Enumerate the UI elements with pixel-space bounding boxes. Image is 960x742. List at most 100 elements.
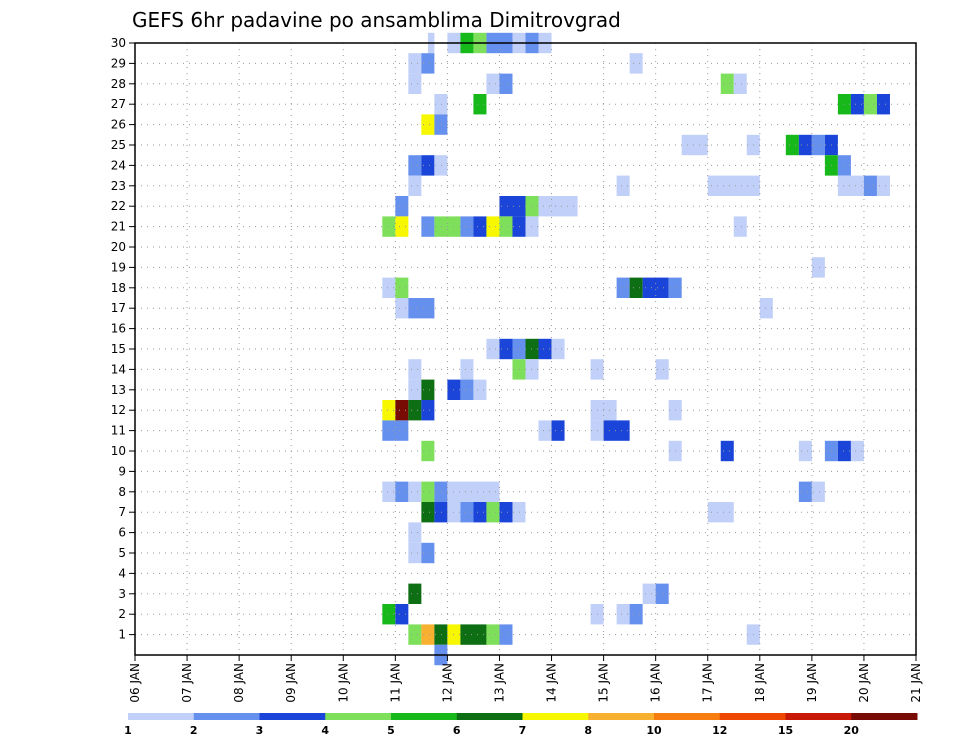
x-tick-label: 14 JAN (545, 663, 559, 703)
x-tick-label: 15 JAN (597, 663, 611, 703)
y-tick-label: 30 (111, 36, 126, 50)
legend-swatch (259, 713, 326, 720)
x-tick-label: 12 JAN (440, 663, 454, 703)
legend-label: 3 (256, 724, 264, 737)
precip-cell (434, 155, 448, 176)
precip-cell (707, 175, 760, 196)
x-tick-label: 10 JAN (336, 663, 350, 703)
precip-cell (512, 216, 526, 237)
precip-cell (421, 440, 435, 462)
y-tick-label: 4 (118, 566, 126, 580)
precip-cell (785, 134, 799, 156)
precip-cell (408, 481, 422, 502)
chart-title: GEFS 6hr padavine po ansamblima Dimitrov… (132, 8, 621, 32)
precip-cell (473, 216, 487, 237)
precip-cell (733, 73, 747, 94)
y-tick-label: 2 (118, 607, 126, 621)
precip-cell (408, 155, 422, 176)
y-tick-label: 17 (111, 301, 126, 315)
precip-cell (473, 379, 487, 400)
legend-swatch (851, 713, 918, 720)
precip-cell (382, 420, 409, 441)
legend-swatch (522, 713, 589, 720)
y-tick-label: 16 (111, 322, 126, 336)
precip-cell (538, 420, 552, 441)
y-tick-label: 18 (111, 281, 126, 295)
precip-cell (707, 502, 734, 523)
precip-cell (421, 155, 435, 176)
legend-swatch (128, 713, 195, 720)
precip-cell (551, 420, 565, 441)
precip-cell (512, 502, 526, 523)
precip-cell (382, 604, 396, 625)
precip-cell (759, 298, 773, 319)
legend-swatch (391, 713, 458, 720)
precip-cell (408, 73, 422, 94)
y-tick-label: 26 (111, 118, 126, 132)
precip-cell (408, 298, 435, 319)
precip-cell (408, 379, 422, 400)
precip-cell (447, 481, 500, 502)
precip-cell (837, 94, 851, 115)
legend-label: 20 (844, 724, 860, 737)
y-tick-label: 11 (111, 424, 126, 438)
x-tick-label: 06 JAN (128, 663, 142, 703)
precip-cell (395, 298, 409, 319)
precip-cell (408, 53, 422, 74)
precip-cell (837, 175, 864, 196)
precip-cell (499, 73, 513, 94)
precip-cell (421, 53, 435, 74)
precip-cell (876, 175, 890, 196)
precip-cell (525, 338, 539, 360)
legend-label: 8 (584, 724, 592, 737)
precip-cell (837, 155, 851, 176)
legend-label: 12 (712, 724, 727, 737)
precip-cell (434, 502, 448, 523)
precip-cell (460, 502, 474, 523)
legend-label: 2 (190, 724, 198, 737)
precip-cell (421, 114, 435, 135)
x-tick-label: 07 JAN (180, 663, 194, 703)
legend-swatch (719, 713, 786, 720)
y-tick-label: 3 (118, 587, 126, 601)
y-tick-label: 25 (111, 138, 126, 152)
legend-swatch (654, 713, 721, 720)
precip-cell (629, 53, 643, 74)
precip-cell (655, 583, 669, 604)
precip-cell (720, 73, 734, 94)
y-tick-label: 19 (111, 260, 126, 274)
precip-cell (499, 502, 513, 523)
x-tick-label: 16 JAN (649, 663, 663, 703)
legend-swatch (588, 713, 655, 720)
y-tick-label: 22 (111, 199, 126, 213)
precip-cell (811, 134, 825, 156)
precip-cell (798, 134, 812, 156)
precip-cell (408, 542, 422, 564)
precip-cell (798, 440, 812, 462)
precip-cell (460, 624, 487, 645)
precip-cell (616, 277, 630, 298)
precip-cell (525, 196, 539, 217)
precip-cell (499, 196, 526, 217)
legend-swatch (325, 713, 392, 720)
precip-cell (421, 502, 435, 523)
precip-cell (551, 338, 565, 360)
precip-cell (603, 420, 630, 441)
precip-cell (629, 604, 643, 625)
precip-cell (538, 196, 578, 217)
y-tick-label: 8 (118, 485, 126, 499)
precip-cell (473, 502, 487, 523)
precip-cell (395, 277, 409, 298)
precip-cell (512, 338, 526, 360)
precip-cell (811, 257, 825, 278)
x-tick-label: 21 JAN (909, 663, 923, 703)
precip-cell (395, 481, 409, 502)
precip-cell (408, 624, 422, 645)
precip-cell (395, 604, 409, 625)
color-legend: 1 2 3 4 5 6 7 8 10 12 15 20 (124, 713, 918, 737)
precip-cell (421, 481, 435, 502)
precip-cell (395, 400, 409, 421)
precip-cell (408, 583, 422, 604)
precip-cell (408, 522, 422, 543)
